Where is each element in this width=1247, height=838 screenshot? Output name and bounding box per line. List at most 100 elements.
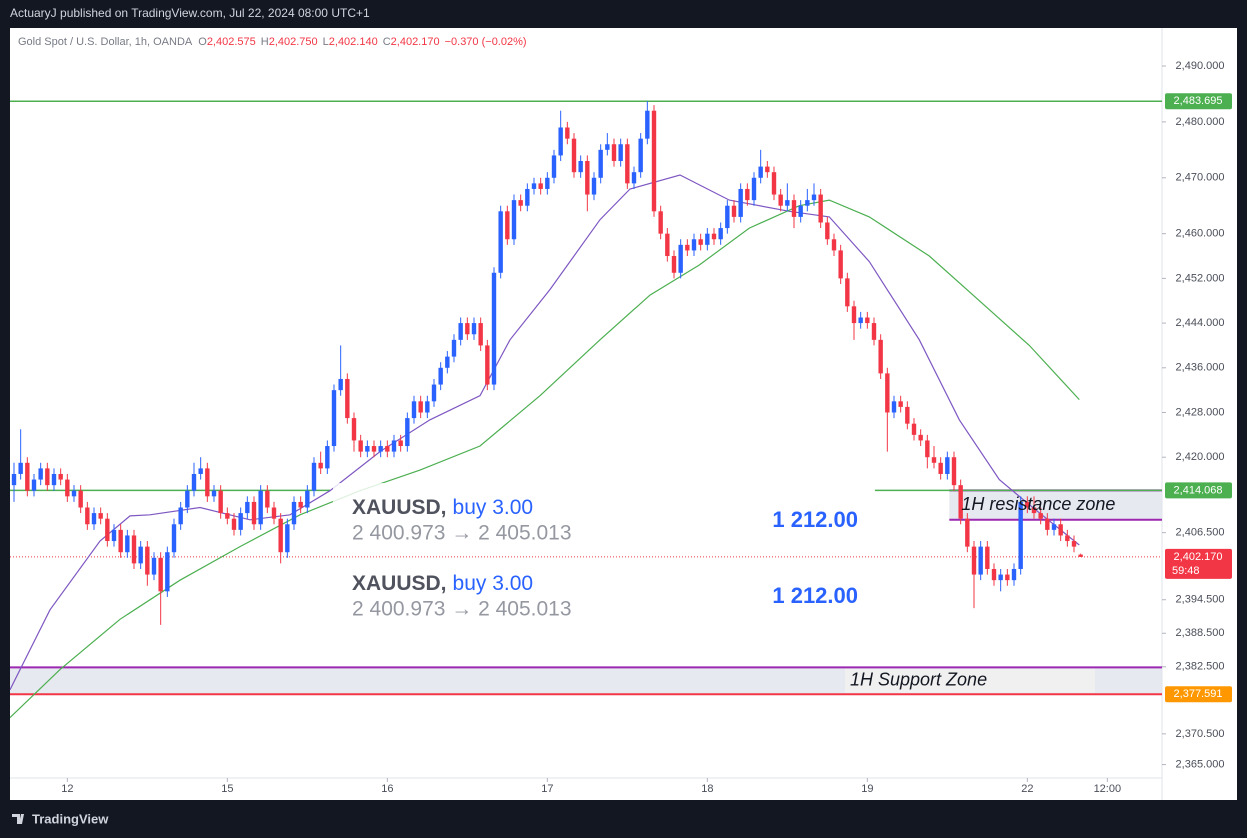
- candle-body: [618, 144, 623, 162]
- candle-body: [838, 250, 843, 279]
- candle-body: [385, 446, 390, 452]
- legend-change: −0.370 (−0.02%): [445, 36, 527, 48]
- candle-body: [798, 205, 803, 217]
- candle-body: [1051, 524, 1057, 530]
- candle-body: [958, 485, 963, 519]
- candle-body: [171, 524, 177, 553]
- candle-body: [285, 524, 290, 553]
- trade-symbol: XAUUSD,: [352, 572, 447, 595]
- candle-body: [625, 144, 630, 184]
- candle-body: [985, 546, 990, 569]
- candle-body: [431, 384, 437, 402]
- footer-logo: TradingView: [12, 811, 109, 826]
- candle-body: [745, 188, 750, 201]
- candle-body: [225, 513, 230, 519]
- candle-body: [725, 205, 730, 229]
- candle-body: [271, 507, 277, 519]
- candle-body: [311, 462, 317, 491]
- candle-body: [585, 161, 590, 195]
- candle-body: [938, 462, 943, 474]
- axis-price-label: 2,414.068: [1174, 484, 1223, 496]
- candle-body: [918, 434, 923, 441]
- candle-body: [705, 233, 710, 245]
- legend-l-label: L: [323, 36, 329, 48]
- candle-body: [411, 401, 417, 419]
- candle-body: [1018, 501, 1023, 569]
- candle-body: [211, 490, 217, 497]
- y-tick-label: 2,452.000: [1176, 272, 1225, 284]
- candle-body: [111, 529, 117, 542]
- trade-side: buy 3.00: [453, 572, 534, 595]
- axis-price-box: [1165, 686, 1232, 703]
- candle-body: [105, 518, 110, 542]
- y-tick-label: 2,470.000: [1176, 172, 1225, 184]
- candle-body: [758, 166, 763, 178]
- candle-body: [518, 200, 523, 206]
- candle-body: [151, 557, 157, 575]
- last-price-label: 2,402.170: [1174, 551, 1223, 563]
- legend-h: 2,402.750: [269, 36, 318, 48]
- candle-body: [571, 138, 577, 173]
- candle-body: [785, 200, 790, 206]
- candle-body: [818, 194, 823, 223]
- candle-body: [945, 457, 950, 474]
- candle-body: [471, 323, 477, 335]
- candle-body: [485, 345, 490, 385]
- candle-body: [511, 200, 517, 240]
- candle-body: [125, 535, 130, 553]
- candle-body: [98, 513, 103, 519]
- candle-body: [685, 244, 690, 251]
- candle-body: [338, 378, 343, 391]
- candle-body: [611, 144, 617, 162]
- candle-body: [898, 401, 903, 407]
- candle-body: [318, 462, 323, 469]
- candle-body: [885, 373, 890, 413]
- candle-body: [711, 233, 717, 240]
- candle-body: [931, 457, 937, 463]
- candle-body: [65, 479, 70, 497]
- candle-body: [891, 401, 897, 413]
- candle-body: [638, 138, 643, 173]
- candle-body: [505, 211, 510, 240]
- candle-body: [991, 568, 997, 581]
- trade-prices: 2 400.973 → 2 405.013: [352, 522, 572, 545]
- candle-body: [998, 574, 1003, 581]
- candle-body: [45, 468, 50, 486]
- axis-price-label: 2,483.695: [1174, 95, 1223, 107]
- candle-body: [1078, 554, 1083, 557]
- candle-body: [598, 149, 603, 178]
- candle-body: [865, 317, 870, 324]
- legend-symbol: Gold Spot / U.S. Dollar, 1h, OANDA: [18, 36, 193, 48]
- logo-icon: [12, 814, 24, 824]
- candle-body: [118, 529, 123, 553]
- candle-body: [278, 518, 283, 553]
- candle-body: [531, 183, 537, 189]
- y-tick-label: 2,420.000: [1176, 451, 1225, 463]
- y-tick-label: 2,406.500: [1176, 527, 1225, 539]
- zone-label: 1H resistance zone: [961, 494, 1115, 514]
- candle-body: [245, 501, 250, 514]
- x-tick-label: 12:00: [1094, 783, 1122, 795]
- candle-body: [645, 110, 650, 139]
- candle-body: [751, 177, 757, 201]
- candle-body: [145, 546, 150, 575]
- plot: 1H Support Zone 1H resistance zone: [10, 100, 1162, 719]
- header-text: ActuaryJ published on TradingView.com, J…: [10, 6, 370, 20]
- candle-body: [811, 194, 817, 201]
- candle-body: [578, 161, 583, 173]
- candle-body: [1065, 535, 1070, 542]
- trade-amount: 1 212.00: [772, 583, 858, 608]
- x-tick-label: 22: [1021, 783, 1033, 795]
- legend-l: 2,402.140: [329, 36, 378, 48]
- candle-body: [1038, 513, 1043, 519]
- candle-body: [1071, 541, 1077, 547]
- candle-body: [18, 462, 23, 474]
- candle-body: [558, 127, 563, 156]
- y-tick-label: 2,365.000: [1176, 758, 1225, 770]
- axis-price-label: 2,377.591: [1174, 688, 1223, 700]
- candle-body: [738, 188, 743, 217]
- candle-body: [165, 552, 170, 592]
- candle-body: [851, 306, 857, 324]
- candle-body: [698, 239, 703, 245]
